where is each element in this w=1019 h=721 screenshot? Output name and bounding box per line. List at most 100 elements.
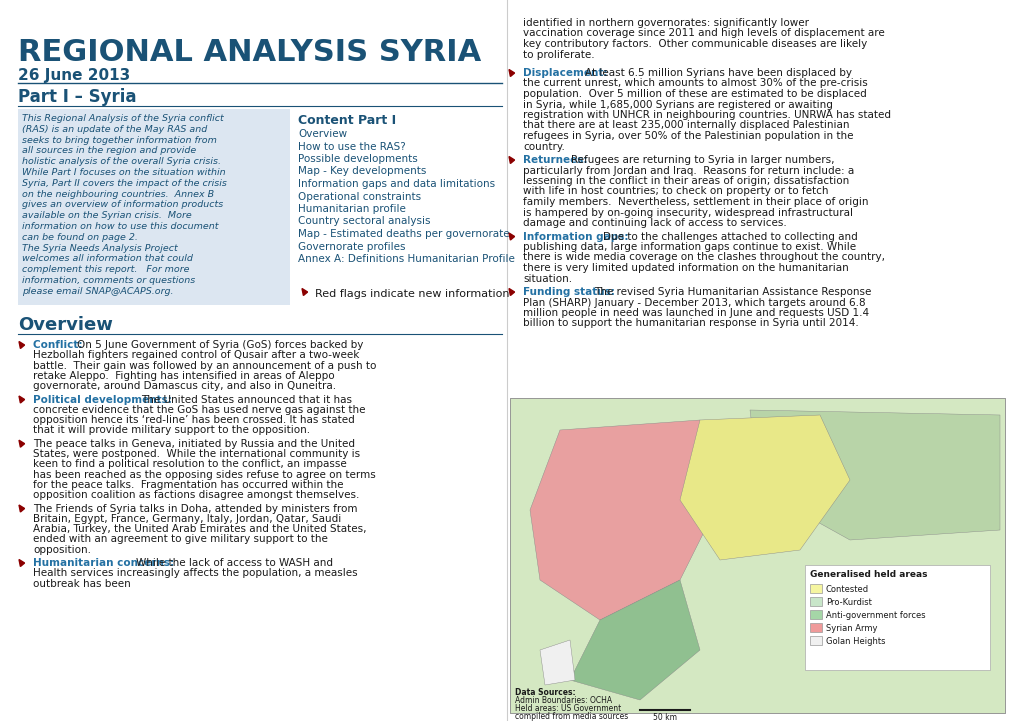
Text: can be found on page 2.: can be found on page 2. [22,233,138,242]
Text: Funding status:: Funding status: [523,287,618,297]
Text: retake Aleppo.  Fighting has intensified in areas of Aleppo: retake Aleppo. Fighting has intensified … [33,371,334,381]
Bar [510,398,1004,713]
Text: particularly from Jordan and Iraq.  Reasons for return include: a: particularly from Jordan and Iraq. Reaso… [523,166,854,175]
Text: that there are at least 235,000 internally displaced Palestinian: that there are at least 235,000 internal… [523,120,849,131]
Bar [809,636,821,645]
Polygon shape [570,580,699,700]
Text: 50 km: 50 km [652,713,677,721]
Text: On 5 June Government of Syria (GoS) forces backed by: On 5 June Government of Syria (GoS) forc… [76,340,363,350]
Text: Refugees are returning to Syria in larger numbers,: Refugees are returning to Syria in large… [571,155,835,165]
Text: Map - Key developments: Map - Key developments [298,167,426,177]
Text: for the peace talks.  Fragmentation has occurred within the: for the peace talks. Fragmentation has o… [33,480,343,490]
Text: ended with an agreement to give military support to the: ended with an agreement to give military… [33,534,327,544]
Text: to proliferate.: to proliferate. [523,50,594,60]
Text: refugees in Syria, over 50% of the Palestinian population in the: refugees in Syria, over 50% of the Pales… [523,131,853,141]
Text: Operational constraints: Operational constraints [298,192,421,201]
Text: Data Sources:: Data Sources: [515,688,575,697]
Text: While the lack of access to WASH and: While the lack of access to WASH and [136,558,333,568]
Polygon shape [508,233,515,240]
Text: The revised Syria Humanitarian Assistance Response: The revised Syria Humanitarian Assistanc… [594,287,871,297]
Text: has been reached as the opposing sides refuse to agree on terms: has been reached as the opposing sides r… [33,469,375,479]
Text: Information gaps and data limitations: Information gaps and data limitations [298,179,494,189]
Text: million people in need was launched in June and requests USD 1.4: million people in need was launched in J… [523,308,868,318]
Text: Syrian Army: Syrian Army [825,624,876,633]
Text: that it will provide military support to the opposition.: that it will provide military support to… [33,425,310,435]
Text: Possible developments: Possible developments [298,154,418,164]
Text: holistic analysis of the overall Syria crisis.: holistic analysis of the overall Syria c… [22,157,221,167]
Text: While Part I focuses on the situation within: While Part I focuses on the situation wi… [22,168,225,177]
Text: Britain, Egypt, France, Germany, Italy, Jordan, Qatar, Saudi: Britain, Egypt, France, Germany, Italy, … [33,514,341,523]
Text: The Syria Needs Analysis Project: The Syria Needs Analysis Project [22,244,177,252]
Text: lessening in the conflict in their areas of origin; dissatisfaction: lessening in the conflict in their areas… [523,176,849,186]
Text: identified in northern governorates: significantly lower: identified in northern governorates: sig… [523,18,808,28]
Text: Hezbollah fighters regained control of Qusair after a two-week: Hezbollah fighters regained control of Q… [33,350,359,360]
Text: publishing data, large information gaps continue to exist. While: publishing data, large information gaps … [523,242,855,252]
Bar [804,565,989,670]
Text: with life in host countries; to check on property or to fetch: with life in host countries; to check on… [523,187,827,197]
Text: governorate, around Damascus city, and also in Quneitra.: governorate, around Damascus city, and a… [33,381,336,392]
Polygon shape [508,156,515,164]
Text: the current unrest, which amounts to almost 30% of the pre-crisis: the current unrest, which amounts to alm… [523,79,867,89]
Text: Plan (SHARP) January - December 2013, which targets around 6.8: Plan (SHARP) January - December 2013, wh… [523,298,865,307]
Text: vaccination coverage since 2011 and high levels of displacement are: vaccination coverage since 2011 and high… [523,29,883,38]
Text: Part I – Syria: Part I – Syria [18,88,137,106]
Text: Anti-government forces: Anti-government forces [825,611,924,620]
Text: How to use the RAS?: How to use the RAS? [298,141,406,151]
Text: key contributory factors.  Other communicable diseases are likely: key contributory factors. Other communic… [523,39,866,49]
Text: Admin Boundaries: OCHA: Admin Boundaries: OCHA [515,696,611,705]
Bar [510,398,1004,713]
Polygon shape [530,420,719,620]
Text: family members.  Nevertheless, settlement in their place of origin: family members. Nevertheless, settlement… [523,197,867,207]
Polygon shape [508,288,515,296]
Text: Humanitarian profile: Humanitarian profile [298,204,406,214]
Text: Syria, Part II covers the impact of the crisis: Syria, Part II covers the impact of the … [22,179,226,187]
Text: is hampered by on-going insecurity, widespread infrastructural: is hampered by on-going insecurity, wide… [523,208,852,218]
Text: battle.  Their gain was followed by an announcement of a push to: battle. Their gain was followed by an an… [33,360,376,371]
Text: Information gaps:: Information gaps: [523,231,632,242]
Text: situation.: situation. [523,273,572,283]
Text: Humanitarian concerns:: Humanitarian concerns: [33,558,177,568]
Text: welcomes all information that could: welcomes all information that could [22,255,193,263]
Text: opposition.: opposition. [33,544,91,554]
Text: Generalised held areas: Generalised held areas [809,570,926,579]
Text: Displacement:: Displacement: [523,68,610,78]
Text: please email SNAP@ACAPS.org.: please email SNAP@ACAPS.org. [22,287,173,296]
Text: Content Part I: Content Part I [298,114,395,127]
Polygon shape [19,396,24,403]
Text: there is wide media coverage on the clashes throughout the country,: there is wide media coverage on the clas… [523,252,884,262]
Bar [809,597,821,606]
Text: Red flags indicate new information: Red flags indicate new information [315,289,510,299]
Text: available on the Syrian crisis.  More: available on the Syrian crisis. More [22,211,192,220]
Text: on the neighbouring countries.  Annex B: on the neighbouring countries. Annex B [22,190,214,198]
Text: damage and continuing lack of access to services.: damage and continuing lack of access to … [523,218,786,228]
Polygon shape [539,640,575,685]
Bar [809,610,821,619]
Text: in Syria, while 1,685,000 Syrians are registered or awaiting: in Syria, while 1,685,000 Syrians are re… [523,99,833,110]
Text: Pro-Kurdist: Pro-Kurdist [825,598,871,607]
Text: Overview: Overview [18,316,113,334]
Text: there is very limited updated information on the humanitarian: there is very limited updated informatio… [523,263,848,273]
Text: Arabia, Turkey, the United Arab Emirates and the United States,: Arabia, Turkey, the United Arab Emirates… [33,524,366,534]
Text: compiled from media sources: compiled from media sources [515,712,628,721]
Text: billion to support the humanitarian response in Syria until 2014.: billion to support the humanitarian resp… [523,319,858,329]
Polygon shape [749,410,999,540]
Text: 26 June 2013: 26 June 2013 [18,68,130,83]
Text: Held areas: US Government: Held areas: US Government [515,704,621,713]
Text: gives an overview of information products: gives an overview of information product… [22,200,223,209]
Text: REGIONAL ANALYSIS SYRIA: REGIONAL ANALYSIS SYRIA [18,38,481,67]
Polygon shape [508,69,515,76]
Text: all sources in the region and provide: all sources in the region and provide [22,146,196,156]
Text: The peace talks in Geneva, initiated by Russia and the United: The peace talks in Geneva, initiated by … [33,438,355,448]
Polygon shape [19,342,24,348]
Text: Governorate profiles: Governorate profiles [298,242,406,252]
Text: registration with UNHCR in neighbouring countries. UNRWA has stated: registration with UNHCR in neighbouring … [523,110,891,120]
Text: seeks to bring together information from: seeks to bring together information from [22,136,217,145]
Polygon shape [19,441,24,447]
Text: information on how to use this document: information on how to use this document [22,222,218,231]
Text: Health services increasingly affects the population, a measles: Health services increasingly affects the… [33,568,358,578]
Text: The United States announced that it has: The United States announced that it has [141,394,352,404]
Text: population.  Over 5 million of these are estimated to be displaced: population. Over 5 million of these are … [523,89,866,99]
Text: Political developments:: Political developments: [33,394,175,404]
Bar [809,623,821,632]
Text: opposition hence its ‘red-line’ has been crossed. It has stated: opposition hence its ‘red-line’ has been… [33,415,355,425]
